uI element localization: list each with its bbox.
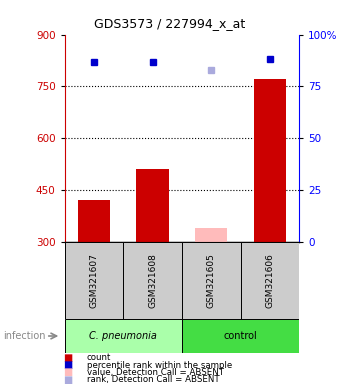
Bar bbox=[65, 242, 123, 319]
Text: ■: ■ bbox=[63, 353, 73, 363]
Text: ■: ■ bbox=[63, 367, 73, 377]
Bar bbox=[65, 319, 182, 353]
Bar bbox=[136, 169, 169, 242]
Text: control: control bbox=[224, 331, 257, 341]
Bar bbox=[254, 79, 286, 242]
Text: count: count bbox=[87, 353, 111, 362]
Text: GDS3573 / 227994_x_at: GDS3573 / 227994_x_at bbox=[95, 17, 245, 30]
Bar bbox=[182, 319, 299, 353]
Bar bbox=[195, 228, 227, 242]
Text: ■: ■ bbox=[63, 360, 73, 370]
Text: rank, Detection Call = ABSENT: rank, Detection Call = ABSENT bbox=[87, 375, 219, 384]
Bar bbox=[182, 242, 240, 319]
Bar bbox=[78, 200, 110, 242]
Bar bbox=[240, 242, 299, 319]
Text: value, Detection Call = ABSENT: value, Detection Call = ABSENT bbox=[87, 368, 224, 377]
Bar bbox=[123, 242, 182, 319]
Text: GSM321605: GSM321605 bbox=[207, 253, 216, 308]
Text: GSM321607: GSM321607 bbox=[89, 253, 98, 308]
Text: ■: ■ bbox=[63, 375, 73, 384]
Text: GSM321606: GSM321606 bbox=[266, 253, 274, 308]
Text: percentile rank within the sample: percentile rank within the sample bbox=[87, 361, 232, 370]
Text: C. pneumonia: C. pneumonia bbox=[89, 331, 157, 341]
Text: GSM321608: GSM321608 bbox=[148, 253, 157, 308]
Text: infection: infection bbox=[3, 331, 46, 341]
